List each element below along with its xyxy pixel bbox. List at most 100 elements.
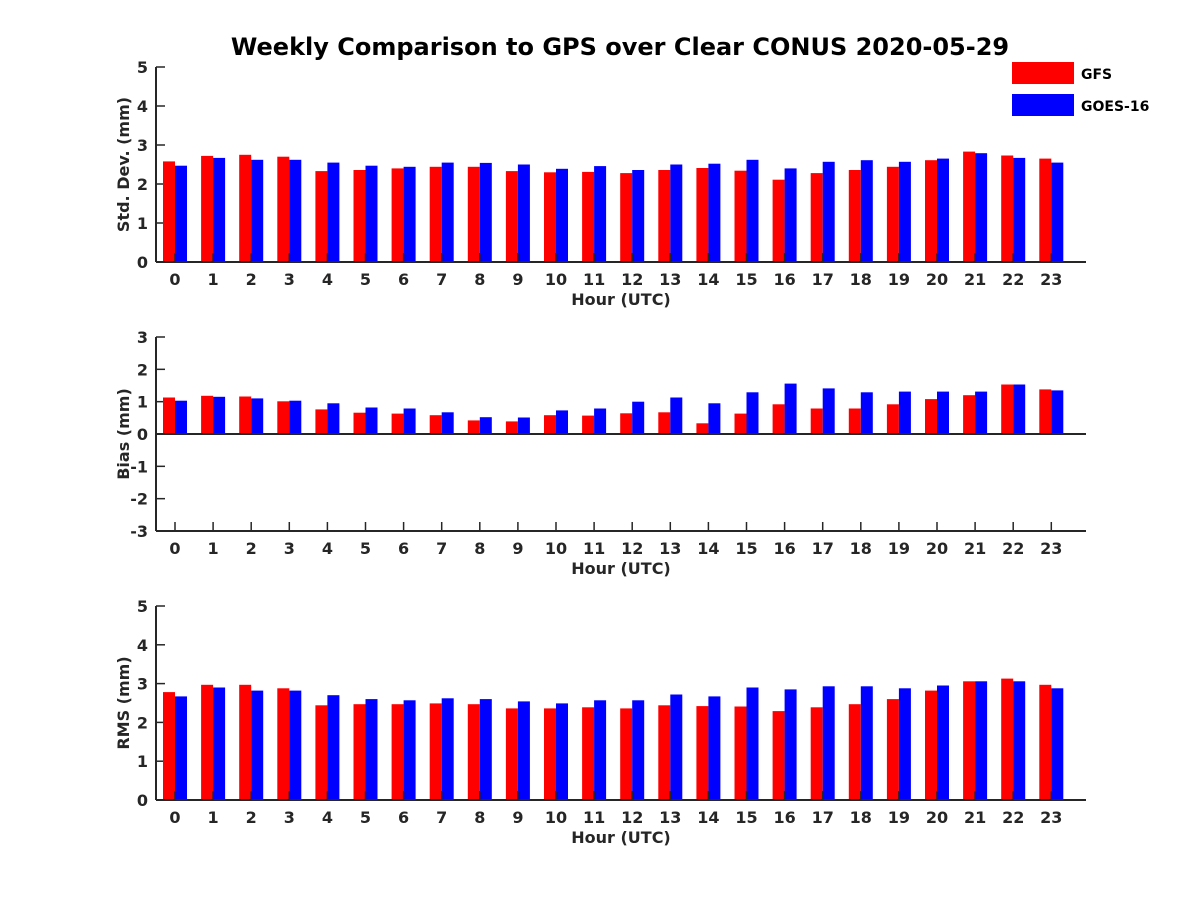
bias-bar-goes16-7 — [441, 412, 454, 434]
rms-bar-goes16-12 — [632, 700, 645, 800]
rms-bar-gfs-11 — [582, 707, 595, 800]
bias-bar-goes16-11 — [594, 408, 607, 434]
rms-bar-gfs-13 — [658, 705, 671, 800]
rms-x-tick-label: 20 — [926, 808, 948, 827]
stddev-bar-gfs-1 — [201, 155, 214, 262]
rms-x-tick-label: 10 — [545, 808, 567, 827]
bias-bar-gfs-2 — [239, 396, 252, 434]
rms-x-tick-label: 23 — [1040, 808, 1062, 827]
stddev-x-tick-label: 7 — [436, 270, 447, 289]
bias-x-tick-label: 2 — [246, 539, 257, 558]
stddev-bar-gfs-17 — [810, 173, 823, 262]
bias-bar-gfs-23 — [1039, 389, 1052, 434]
stddev-bar-goes16-19 — [898, 161, 911, 262]
bias-x-tick-label: 15 — [735, 539, 757, 558]
stddev-bar-goes16-20 — [937, 158, 949, 262]
stddev-x-tick-label: 11 — [583, 270, 605, 289]
stddev-x-tick-label: 12 — [621, 270, 643, 289]
stddev-bar-goes16-5 — [365, 165, 378, 262]
rms-x-tick-label: 15 — [735, 808, 757, 827]
bias-x-tick-label: 21 — [964, 539, 986, 558]
rms-bar-goes16-13 — [670, 694, 683, 800]
bias-x-tick-label: 4 — [322, 539, 333, 558]
stddev-bar-gfs-8 — [467, 166, 480, 262]
bias-bar-gfs-13 — [658, 412, 671, 434]
bias-x-tick-label: 9 — [512, 539, 523, 558]
rms-bar-gfs-9 — [505, 708, 518, 800]
stddev-bar-goes16-12 — [632, 170, 645, 262]
bias-bar-goes16-0 — [175, 400, 187, 434]
rms-bar-goes16-9 — [517, 701, 530, 800]
rms-y-tick-label: 2 — [137, 713, 148, 732]
rms-bar-gfs-1 — [201, 684, 214, 800]
bias-x-tick-label: 5 — [360, 539, 371, 558]
bias-bar-goes16-8 — [479, 417, 492, 434]
rms-bar-goes16-6 — [403, 700, 416, 800]
bias-x-tick-label: 6 — [398, 539, 409, 558]
bias-bar-gfs-4 — [315, 409, 328, 434]
stddev-bar-gfs-7 — [429, 166, 442, 262]
rms-x-tick-label: 19 — [888, 808, 910, 827]
stddev-y-tick-label: 4 — [137, 97, 148, 116]
bias-bar-goes16-9 — [517, 417, 530, 434]
bias-bar-gfs-18 — [848, 408, 861, 434]
stddev-y-tick-label: 5 — [137, 58, 148, 77]
rms-bar-gfs-19 — [886, 699, 899, 800]
rms-bar-gfs-14 — [696, 706, 709, 800]
stddev-bar-gfs-19 — [886, 166, 899, 262]
bias-bar-gfs-8 — [467, 420, 480, 434]
rms-bar-goes16-0 — [175, 696, 187, 800]
stddev-x-tick-label: 20 — [926, 270, 948, 289]
rms-x-tick-label: 0 — [169, 808, 180, 827]
rms-bar-goes16-1 — [213, 687, 226, 800]
bias-bar-gfs-16 — [772, 404, 785, 434]
stddev-x-tick-label: 16 — [773, 270, 795, 289]
stddev-bar-goes16-14 — [708, 163, 721, 262]
bias-bar-gfs-9 — [505, 421, 518, 434]
rms-bar-goes16-14 — [708, 696, 721, 800]
bias-y-tick-label: 2 — [137, 360, 148, 379]
rms-bar-goes16-20 — [937, 685, 949, 800]
rms-bar-gfs-0 — [163, 692, 175, 800]
rms-y-tick-label: 4 — [137, 636, 148, 655]
stddev-x-tick-label: 17 — [812, 270, 834, 289]
rms-bar-goes16-23 — [1051, 688, 1064, 800]
rms-bar-gfs-10 — [544, 708, 556, 800]
bias-x-tick-label: 16 — [773, 539, 795, 558]
stddev-bar-gfs-23 — [1039, 158, 1052, 262]
stddev-bar-goes16-21 — [975, 153, 988, 262]
rms-bar-goes16-18 — [860, 686, 873, 800]
rms-bar-goes16-8 — [479, 699, 492, 800]
rms-y-tick-label: 5 — [137, 597, 148, 616]
rms-x-tick-label: 9 — [512, 808, 523, 827]
stddev-bar-gfs-3 — [277, 156, 290, 262]
stddev-bar-goes16-15 — [746, 159, 759, 262]
bias-x-tick-label: 11 — [583, 539, 605, 558]
bias-bar-goes16-5 — [365, 407, 378, 434]
stddev-x-tick-label: 23 — [1040, 270, 1062, 289]
rms-bar-gfs-7 — [429, 703, 442, 800]
stddev-y-tick-label: 3 — [137, 136, 148, 155]
stddev-bar-goes16-17 — [822, 161, 835, 262]
bias-y-tick-label: -2 — [130, 490, 148, 509]
rms-bar-goes16-21 — [975, 681, 988, 800]
rms-x-tick-label: 22 — [1002, 808, 1024, 827]
stddev-x-tick-label: 10 — [545, 270, 567, 289]
stddev-x-tick-label: 19 — [888, 270, 910, 289]
stddev-y-tick-label: 1 — [137, 214, 148, 233]
bias-bar-goes16-2 — [251, 398, 264, 434]
bias-bar-gfs-7 — [429, 415, 442, 434]
bias-bar-goes16-18 — [860, 392, 873, 434]
rms-x-tick-label: 13 — [659, 808, 681, 827]
bias-bar-gfs-5 — [353, 412, 366, 434]
bias-bar-goes16-20 — [937, 391, 949, 434]
stddev-bar-gfs-13 — [658, 170, 671, 262]
bias-bar-goes16-6 — [403, 408, 416, 434]
bias-x-tick-label: 17 — [812, 539, 834, 558]
stddev-bar-gfs-15 — [734, 170, 747, 262]
stddev-bar-gfs-6 — [391, 168, 404, 262]
bias-x-tick-label: 12 — [621, 539, 643, 558]
rms-bar-goes16-17 — [822, 686, 835, 800]
